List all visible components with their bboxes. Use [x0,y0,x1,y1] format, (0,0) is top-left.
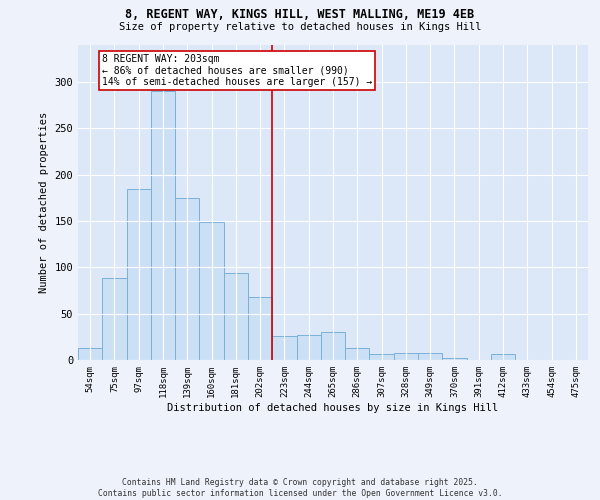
Bar [442,358,467,360]
Text: Size of property relative to detached houses in Kings Hill: Size of property relative to detached ho… [119,22,481,32]
X-axis label: Distribution of detached houses by size in Kings Hill: Distribution of detached houses by size … [167,402,499,412]
Bar [224,273,248,360]
Bar [394,352,418,360]
Bar [78,348,102,360]
Bar [345,348,370,360]
Y-axis label: Number of detached properties: Number of detached properties [39,112,49,293]
Bar [296,335,321,360]
Bar [272,336,296,360]
Bar [199,222,224,360]
Bar [102,278,127,360]
Text: 8 REGENT WAY: 203sqm
← 86% of detached houses are smaller (990)
14% of semi-deta: 8 REGENT WAY: 203sqm ← 86% of detached h… [102,54,373,88]
Bar [127,188,151,360]
Bar [321,332,345,360]
Bar [175,198,199,360]
Bar [248,297,272,360]
Bar [418,352,442,360]
Bar [151,92,175,360]
Bar [370,354,394,360]
Text: 8, REGENT WAY, KINGS HILL, WEST MALLING, ME19 4EB: 8, REGENT WAY, KINGS HILL, WEST MALLING,… [125,8,475,20]
Text: Contains HM Land Registry data © Crown copyright and database right 2025.
Contai: Contains HM Land Registry data © Crown c… [98,478,502,498]
Bar [491,354,515,360]
